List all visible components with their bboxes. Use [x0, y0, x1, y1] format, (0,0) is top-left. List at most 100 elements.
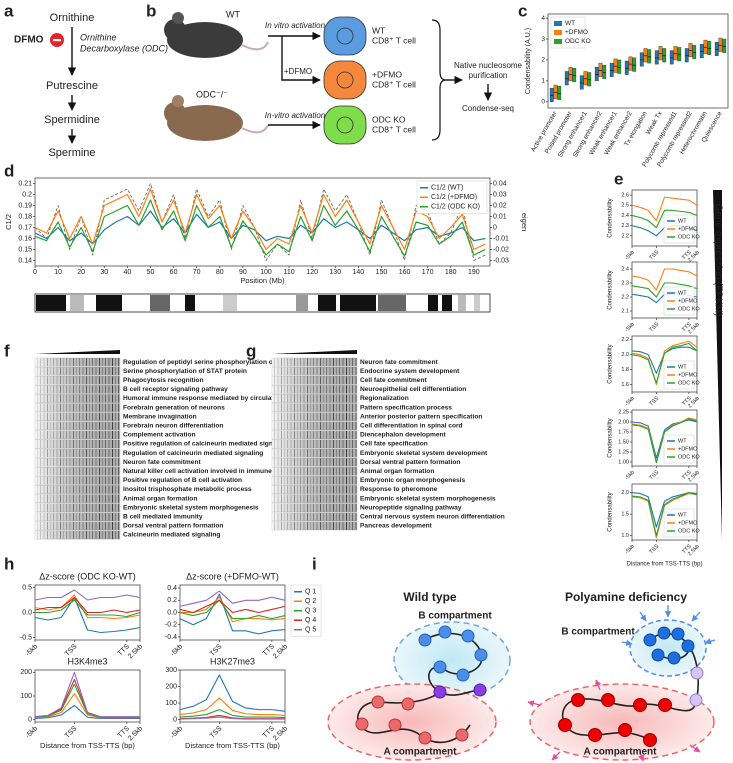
series-line	[34, 596, 141, 634]
y2-tick-label: 0.04	[493, 180, 507, 187]
go-term: Dorsal ventral pattern formation	[123, 523, 223, 530]
x-tick-label: 2.5kb	[127, 643, 144, 660]
y-tick-label: 100	[20, 693, 32, 700]
go-term: Regulation of peptidyl serine phosphoryl…	[123, 359, 317, 366]
heatmap-shade	[35, 376, 120, 385]
panel-label: g	[246, 341, 256, 360]
x-tick-label: 20	[77, 269, 85, 276]
a-nuclei	[355, 695, 469, 745]
heatmap-shade	[35, 458, 120, 467]
y-axis-label: Condensability	[608, 344, 614, 383]
box	[549, 87, 554, 102]
legend-swatch	[554, 30, 562, 35]
go-term: Dorsal ventral pattern formation	[360, 459, 460, 466]
mouse-ko-part	[241, 124, 269, 134]
expression-wedge	[713, 190, 722, 540]
x-axis-label: Position (Mb)	[240, 276, 285, 285]
series-line	[631, 209, 698, 229]
y-tick-label: 1.6	[621, 382, 629, 388]
heatmap-shade	[35, 449, 120, 458]
x-tick-label: 90	[239, 269, 247, 276]
plot-frame	[631, 261, 698, 319]
heatmap-shade	[35, 367, 120, 376]
b-nuclei-part	[667, 651, 681, 665]
legend-label: +DFMO	[678, 226, 698, 232]
legend-label: WT	[678, 364, 687, 370]
y-axis-label: Condensability	[608, 492, 614, 531]
heatmap-shade	[272, 385, 357, 394]
series-line	[631, 268, 698, 291]
bracket	[431, 19, 447, 141]
legend-label: ODC KO	[678, 380, 700, 386]
x-tick-label: 190	[468, 269, 480, 276]
y-tick-label: -0.4	[165, 634, 177, 641]
x-tick-label: 160	[399, 269, 411, 276]
go-term: Embryonic skeletal system development	[360, 450, 488, 457]
b-nuclei	[418, 625, 488, 682]
panel-label: i	[312, 554, 317, 573]
y-axis-label: Condensability	[608, 270, 614, 309]
side-label: Gene expression (FPKM)	[712, 204, 723, 317]
heatmap-shade	[272, 421, 357, 430]
go-term: Membrane invagination	[123, 413, 197, 420]
y-axis-label: Condensability (A.U.)	[525, 28, 532, 94]
heatmap-shade	[272, 449, 357, 458]
y2-tick-label: -0.02	[493, 246, 509, 253]
box	[628, 56, 633, 71]
heatmap-shade	[272, 439, 357, 449]
heatmap-shade	[35, 503, 120, 512]
series-line	[34, 704, 140, 719]
ideogram-part	[442, 295, 452, 311]
heatmap-shade	[35, 394, 120, 403]
go-term: B cell receptor signaling pathway	[123, 386, 228, 393]
y-tick-label: 2.2	[621, 294, 629, 300]
heatmap-shade	[35, 512, 120, 521]
a-nuclei-part	[633, 698, 647, 712]
box	[557, 85, 562, 100]
box	[643, 48, 648, 63]
go-term: Calcineurin mediated signaling	[123, 532, 220, 539]
compaction-arrows-part	[639, 611, 647, 622]
a-nuclei-part	[601, 693, 615, 707]
box	[684, 48, 689, 63]
panel-label: e	[614, 169, 623, 188]
x-tick-label: -5kb	[25, 725, 40, 740]
metabolite: Spermidine	[44, 114, 100, 126]
go-term: Neuron fate commitment	[360, 359, 438, 366]
y-tick-label: 0.5	[22, 584, 32, 591]
heatmap-shade	[272, 430, 357, 439]
compaction-arrows-part	[691, 611, 701, 622]
heatmap-shade	[35, 476, 120, 485]
series-line	[631, 282, 698, 298]
legend-label: +DFMO	[678, 298, 698, 304]
mouse-ko-part	[172, 95, 184, 107]
y2-tick-label: 0	[493, 224, 497, 231]
legend-label: WT	[678, 218, 687, 224]
ideogram-part	[185, 295, 195, 311]
box	[669, 50, 674, 65]
y-tick-label: 2.0	[621, 352, 629, 358]
b-nuclei-part	[643, 633, 657, 647]
model-title: Wild type	[403, 590, 457, 604]
expansion-arrows-part	[551, 751, 561, 761]
go-term: Cell differentiation in spinal cord	[360, 422, 463, 429]
heatmap-shade	[35, 412, 120, 421]
heatmap-shade	[35, 521, 120, 530]
series-line	[179, 599, 286, 620]
heatmap-shade	[35, 439, 120, 449]
box	[639, 52, 644, 67]
x-tick-label: -5kb	[624, 322, 636, 334]
step-label: Condense-seq	[462, 104, 514, 113]
enzyme: Decarboxylase (ODC)	[80, 43, 168, 53]
ideogram-part	[318, 295, 336, 311]
legend-label: +DFMO	[565, 29, 588, 36]
y-tick-label: 2.3	[621, 280, 629, 286]
panel-label: d	[4, 161, 14, 180]
y-tick-label: 2.1	[621, 308, 629, 314]
a-nuclei	[558, 693, 672, 747]
y-tick-label: 2	[541, 57, 545, 64]
y-tick-label: 0.0	[167, 609, 177, 616]
b-nuclei-part	[438, 625, 452, 639]
x-axis-label: Distance from TSS-TTS (bp)	[185, 741, 280, 750]
go-term: Central nervous system neuron differenti…	[360, 513, 505, 520]
